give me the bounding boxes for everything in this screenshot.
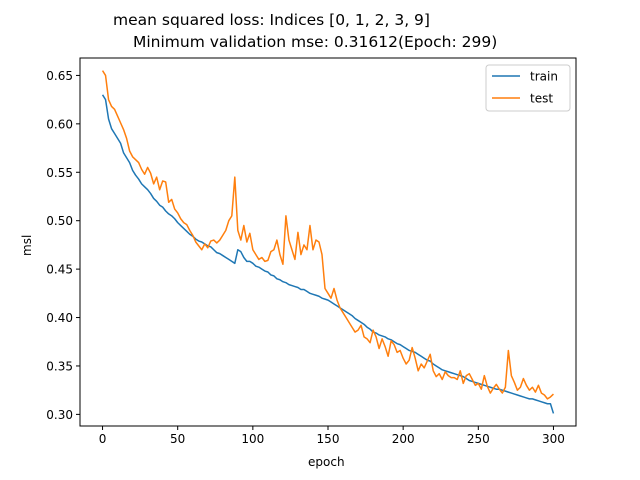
x-tick-label: 50: [170, 432, 185, 446]
axes-layer: 0 50 100 150 200 250 300 0.30 0.35 0.40 0.45 0.50 0.…: [46, 57, 577, 446]
y-tick-label: 0.35: [46, 359, 73, 373]
x-axis-label: epoch: [308, 455, 345, 469]
y-tick-label: 0.60: [46, 117, 73, 131]
x-tick-label: 200: [392, 432, 415, 446]
chart-title-line-1: mean squared loss: Indices [0, 1, 2, 3, …: [113, 11, 430, 29]
x-tick-label: 300: [542, 432, 565, 446]
x-tick-label: 150: [317, 432, 340, 446]
x-tick-label: 100: [241, 432, 264, 446]
series-line-test: [101, 70, 554, 400]
y-tick-label: 0.45: [46, 263, 73, 277]
series-layer: [101, 70, 555, 414]
y-tick-label: 0.50: [46, 214, 73, 228]
x-tick-label: 0: [99, 432, 107, 446]
y-tick-label: 0.40: [46, 311, 73, 325]
series-line-train: [101, 94, 555, 414]
x-tick-label: 250: [467, 432, 490, 446]
axes-frame: [79, 57, 577, 427]
legend: train test: [485, 64, 571, 112]
y-tick-label: 0.30: [46, 408, 73, 422]
legend-label-test: test: [530, 92, 553, 106]
y-axis-label: msl: [20, 234, 34, 256]
legend-label-train: train: [530, 70, 558, 84]
y-tick-label: 0.55: [46, 166, 73, 180]
chart-title-line-2: Minimum validation mse: 0.31612(Epoch: 2…: [133, 33, 498, 51]
y-tick-label: 0.65: [46, 69, 73, 83]
